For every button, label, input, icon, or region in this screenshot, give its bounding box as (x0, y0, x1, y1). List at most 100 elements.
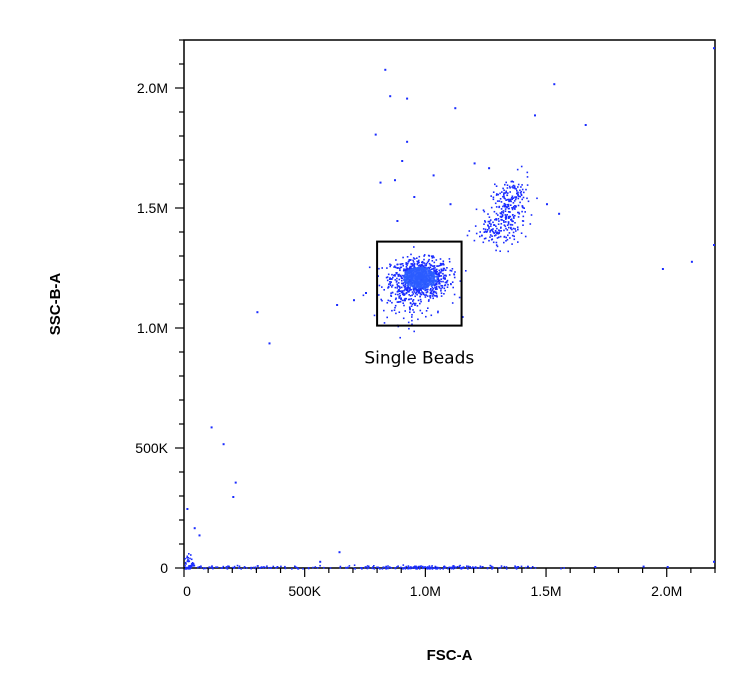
event-point (433, 284, 436, 287)
event-point (246, 567, 248, 569)
event-point (377, 566, 379, 569)
event-point (211, 565, 213, 567)
event-point (515, 188, 518, 190)
event-point (398, 273, 400, 276)
event-point (480, 566, 482, 568)
event-point (501, 191, 503, 193)
event-point (431, 565, 433, 567)
event-point (498, 200, 501, 202)
event-point (222, 443, 225, 446)
event-point (515, 230, 517, 232)
event-point (389, 282, 392, 285)
event-point (431, 265, 434, 267)
event-point (495, 206, 498, 208)
event-point (204, 567, 207, 570)
event-point (429, 567, 431, 569)
event-point (231, 566, 234, 569)
event-point (514, 187, 516, 190)
event-point (439, 271, 441, 273)
event-point (353, 564, 356, 566)
event-point (402, 269, 405, 272)
event-point (184, 557, 186, 560)
event-point (215, 566, 217, 568)
gate-single-beads[interactable]: Single Beads (364, 240, 474, 369)
event-point (391, 286, 393, 288)
event-point (419, 264, 421, 266)
event-point (500, 216, 503, 219)
event-point (264, 566, 267, 569)
event-point (402, 317, 405, 320)
event-point (412, 261, 415, 263)
event-point (450, 283, 452, 286)
event-point (409, 265, 412, 268)
event-point (506, 194, 508, 197)
event-point (412, 257, 415, 259)
event-point (431, 286, 434, 289)
event-point (509, 191, 511, 193)
event-point (472, 566, 474, 568)
event-point (505, 199, 507, 201)
event-point (517, 191, 519, 194)
event-point (504, 210, 507, 212)
event-point (410, 567, 412, 570)
event-point (422, 262, 424, 264)
event-point (404, 287, 406, 289)
event-point (496, 200, 499, 202)
event-point (431, 292, 433, 295)
event-point (404, 299, 406, 302)
event-point (504, 208, 507, 210)
event-point (498, 230, 501, 232)
event-point (435, 287, 438, 289)
event-point (423, 258, 425, 261)
event-point (266, 565, 268, 567)
event-point (505, 221, 507, 223)
event-point (380, 298, 382, 301)
event-point (401, 282, 403, 285)
event-point (398, 297, 400, 299)
event-point (394, 304, 397, 307)
event-point (563, 567, 565, 569)
event-point (436, 296, 438, 298)
event-point (523, 191, 525, 194)
event-point (211, 567, 214, 569)
event-point (430, 268, 433, 271)
event-point (403, 279, 405, 281)
event-point (446, 286, 449, 288)
event-point (399, 287, 401, 289)
event-point (517, 216, 520, 218)
event-point (411, 323, 413, 326)
event-point (373, 565, 375, 567)
event-point (400, 263, 402, 266)
event-point (440, 290, 442, 292)
event-point (444, 277, 446, 279)
event-point (409, 289, 411, 291)
event-point (428, 565, 431, 567)
event-point (500, 565, 503, 567)
event-point (504, 216, 507, 218)
event-point (405, 565, 408, 568)
event-point (398, 311, 401, 313)
event-point (433, 290, 435, 293)
event-point (497, 214, 499, 216)
event-point (429, 297, 432, 299)
gate-rectangle[interactable] (376, 240, 463, 327)
event-point (514, 565, 516, 567)
event-point (184, 565, 186, 567)
event-point (453, 293, 456, 296)
event-point (402, 564, 405, 566)
event-point (442, 276, 445, 278)
event-point (492, 221, 494, 224)
event-point (419, 295, 421, 298)
event-point (510, 180, 513, 183)
event-point (506, 214, 508, 216)
event-point (488, 222, 491, 225)
events (184, 47, 715, 570)
scattered-events (186, 47, 715, 568)
event-point (527, 565, 529, 568)
event-point (661, 268, 664, 270)
event-point (420, 300, 422, 303)
event-point (505, 566, 508, 568)
event-point (399, 267, 401, 270)
event-point (384, 68, 387, 71)
event-point (426, 566, 429, 568)
